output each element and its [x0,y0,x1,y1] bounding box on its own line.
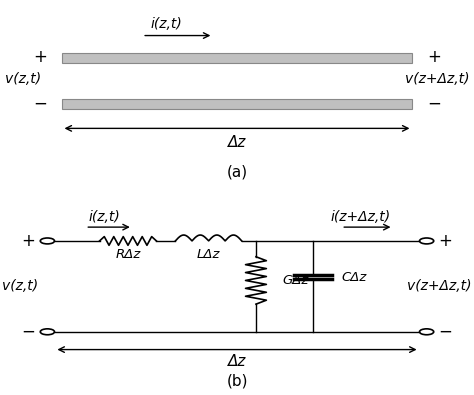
Text: v(z,t): v(z,t) [5,72,41,86]
Text: −: − [438,323,453,341]
Text: v(z+Δz,t): v(z+Δz,t) [407,279,472,293]
Text: i(z,t): i(z,t) [150,17,182,31]
Text: −: − [21,323,36,341]
Bar [62,53,412,63]
Text: i(z,t): i(z,t) [89,210,120,224]
Text: +: + [438,232,453,250]
Text: v(z,t): v(z,t) [2,279,38,293]
Text: Δz: Δz [228,135,246,150]
Text: +: + [427,48,441,66]
Text: LΔz: LΔz [197,248,220,261]
Text: +: + [33,48,47,66]
Bar [62,99,412,109]
Text: (b): (b) [226,374,248,389]
Text: RΔz: RΔz [115,248,141,261]
Text: +: + [21,232,36,250]
Text: CΔz: CΔz [341,271,367,284]
Text: −: − [33,95,47,113]
Text: v(z+Δz,t): v(z+Δz,t) [405,72,469,86]
Text: i(z+Δz,t): i(z+Δz,t) [330,210,390,224]
Text: GΔz: GΔz [282,274,309,287]
Text: (a): (a) [227,164,247,179]
Text: Δz: Δz [228,354,246,369]
Text: −: − [427,95,441,113]
